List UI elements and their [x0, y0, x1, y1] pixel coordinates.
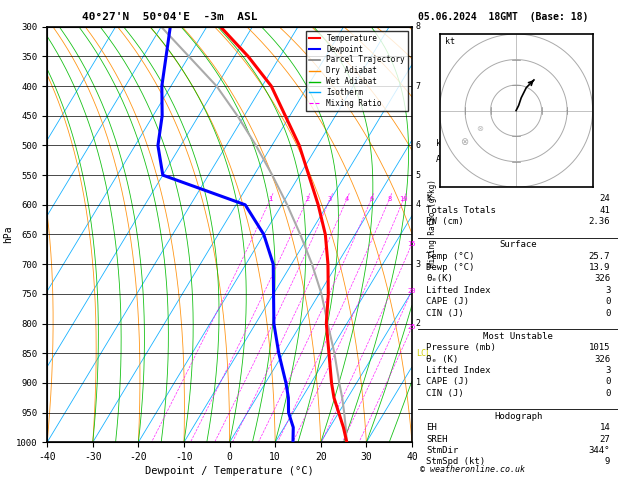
Text: 24: 24 [599, 194, 610, 203]
Text: StmSpd (kt): StmSpd (kt) [426, 457, 486, 467]
Text: 3: 3 [328, 196, 332, 202]
Text: $\otimes$: $\otimes$ [476, 124, 484, 133]
Text: Most Unstable: Most Unstable [483, 331, 554, 341]
Text: $\otimes$: $\otimes$ [460, 136, 470, 147]
Text: 0: 0 [605, 309, 610, 318]
X-axis label: Dewpoint / Temperature (°C): Dewpoint / Temperature (°C) [145, 466, 314, 476]
Text: 14: 14 [599, 423, 610, 432]
Text: Dewp (°C): Dewp (°C) [426, 263, 475, 272]
Text: CIN (J): CIN (J) [426, 389, 464, 398]
Text: 10: 10 [399, 196, 408, 202]
Text: 2: 2 [305, 196, 309, 202]
Y-axis label: hPa: hPa [3, 226, 13, 243]
Text: 3: 3 [605, 286, 610, 295]
Text: 2: 2 [416, 319, 421, 328]
Text: K: K [426, 194, 431, 203]
Text: CAPE (J): CAPE (J) [426, 378, 469, 386]
Text: 5: 5 [416, 171, 421, 180]
Text: 05.06.2024  18GMT  (Base: 18): 05.06.2024 18GMT (Base: 18) [418, 12, 589, 22]
Text: 1: 1 [416, 379, 421, 387]
Text: 40°27'N  50°04'E  -3m  ASL: 40°27'N 50°04'E -3m ASL [82, 12, 257, 22]
Text: 3: 3 [416, 260, 421, 269]
Text: 2.36: 2.36 [589, 217, 610, 226]
Text: Lifted Index: Lifted Index [426, 366, 491, 375]
Text: SREH: SREH [426, 434, 448, 444]
Text: 15: 15 [408, 241, 416, 247]
Text: km: km [436, 139, 446, 148]
Text: Totals Totals: Totals Totals [426, 206, 496, 215]
Text: Surface: Surface [499, 240, 537, 249]
Text: 0: 0 [605, 297, 610, 306]
Legend: Temperature, Dewpoint, Parcel Trajectory, Dry Adiabat, Wet Adiabat, Isotherm, Mi: Temperature, Dewpoint, Parcel Trajectory… [306, 31, 408, 111]
Text: 4: 4 [345, 196, 349, 202]
Text: θₑ (K): θₑ (K) [426, 354, 459, 364]
Text: kt: kt [445, 37, 455, 46]
Text: 1015: 1015 [589, 343, 610, 352]
Text: Temp (°C): Temp (°C) [426, 252, 475, 260]
Text: 6: 6 [369, 196, 374, 202]
Text: 0: 0 [605, 378, 610, 386]
Text: EH: EH [426, 423, 437, 432]
Text: 344°: 344° [589, 446, 610, 455]
Text: PW (cm): PW (cm) [426, 217, 464, 226]
Text: 4: 4 [416, 200, 421, 209]
Text: 20: 20 [408, 288, 416, 294]
Text: 3: 3 [605, 366, 610, 375]
Text: 8: 8 [416, 22, 421, 31]
Text: Hodograph: Hodograph [494, 412, 542, 421]
Text: 25: 25 [408, 324, 416, 330]
Text: ASL: ASL [436, 155, 451, 164]
Text: 7: 7 [416, 82, 421, 90]
Text: © weatheronline.co.uk: © weatheronline.co.uk [420, 465, 525, 474]
Text: Pressure (mb): Pressure (mb) [426, 343, 496, 352]
Text: Mixing Ratio (g/kg): Mixing Ratio (g/kg) [428, 179, 437, 266]
Text: 13.9: 13.9 [589, 263, 610, 272]
Text: 6: 6 [416, 141, 421, 150]
Text: Lifted Index: Lifted Index [426, 286, 491, 295]
Text: 8: 8 [387, 196, 391, 202]
Text: 326: 326 [594, 354, 610, 364]
Text: 9: 9 [605, 457, 610, 467]
Text: 25.7: 25.7 [589, 252, 610, 260]
Text: θₑ(K): θₑ(K) [426, 275, 453, 283]
Text: 326: 326 [594, 275, 610, 283]
Text: StmDir: StmDir [426, 446, 459, 455]
Text: 27: 27 [599, 434, 610, 444]
Text: 0: 0 [605, 389, 610, 398]
Text: LCL: LCL [416, 349, 431, 358]
Text: 41: 41 [599, 206, 610, 215]
Text: CIN (J): CIN (J) [426, 309, 464, 318]
Text: 1: 1 [268, 196, 272, 202]
Text: CAPE (J): CAPE (J) [426, 297, 469, 306]
